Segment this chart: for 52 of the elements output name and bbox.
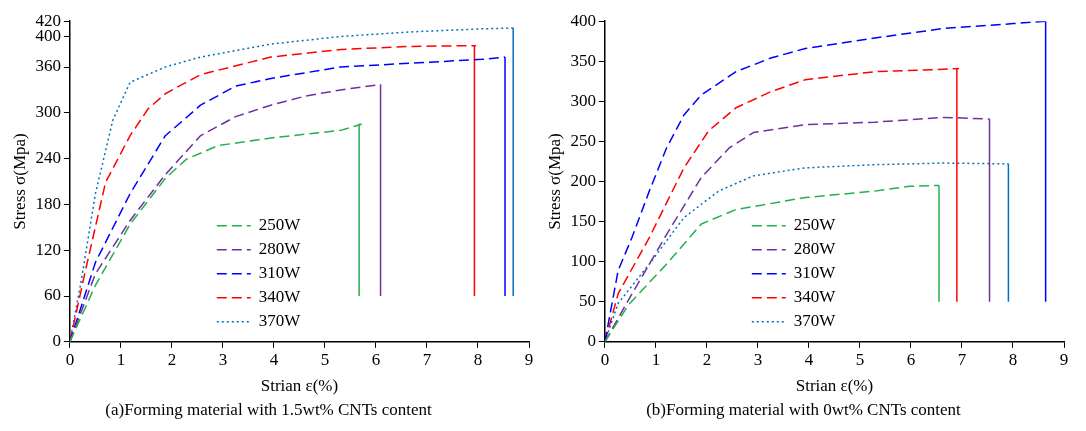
legend-label: 310W <box>793 263 837 283</box>
x-tick-label: 0 <box>65 350 75 370</box>
legend-label: 370W <box>793 311 837 331</box>
text: (b)Forming material with 0wt% CNTs content <box>646 400 962 420</box>
legend-label: 280W <box>258 239 302 259</box>
y-tick-label: 150 <box>570 211 596 231</box>
y-tick-label: 350 <box>570 50 596 70</box>
legend-label: 250W <box>258 215 302 235</box>
x-tick-label: 7 <box>422 350 432 370</box>
x-tick-label: 8 <box>1008 350 1018 370</box>
legend-label: 370W <box>258 311 302 331</box>
x-tick-label: 6 <box>371 350 381 370</box>
legend-label: 340W <box>258 287 302 307</box>
x-tick-label: 5 <box>855 350 865 370</box>
x-axis-title: Strian ε(%) <box>260 375 339 395</box>
x-tick-label: 5 <box>320 350 330 370</box>
x-tick-label: 9 <box>1059 350 1069 370</box>
x-tick-label: 4 <box>804 350 814 370</box>
x-tick-label: 2 <box>167 350 177 370</box>
x-tick-label: 2 <box>702 350 712 370</box>
x-tick-label: 6 <box>906 350 916 370</box>
x-tick-label: 9 <box>524 350 534 370</box>
y-tick-label: 400 <box>570 10 596 30</box>
y-tick-label: 360 <box>35 56 61 76</box>
y-tick-label: 300 <box>35 102 61 122</box>
legend-label: 310W <box>258 263 302 283</box>
x-tick-label: 1 <box>116 350 126 370</box>
y-tick-label: 300 <box>570 90 596 110</box>
x-tick-label: 3 <box>753 350 763 370</box>
x-tick-label: 8 <box>473 350 483 370</box>
x-tick-label: 1 <box>651 350 661 370</box>
x-axis-title: Strian ε(%) <box>795 375 874 395</box>
y-tick-label: 0 <box>587 331 596 351</box>
y-tick-label: 250 <box>570 130 596 150</box>
y-tick-label: 50 <box>578 291 596 311</box>
legend-label: 340W <box>793 287 837 307</box>
y-tick-label: 100 <box>570 251 596 271</box>
y-tick-label: 60 <box>43 285 61 305</box>
y-tick-label: 200 <box>570 170 596 190</box>
x-tick-label: 7 <box>957 350 967 370</box>
y-tick-label: 0 <box>52 331 61 351</box>
x-tick-label: 0 <box>600 350 610 370</box>
y-tick-label: 240 <box>35 148 61 168</box>
y-tick-label: 180 <box>35 193 61 213</box>
y-tick-label: 120 <box>35 239 61 259</box>
y-axis-title: Stress σ(Mpa) <box>9 133 29 230</box>
y-axis-title: Stress σ(Mpa) <box>544 133 564 230</box>
legend-label: 250W <box>793 215 837 235</box>
text: (a)Forming material with 1.5wt% CNTs content <box>105 400 432 420</box>
x-tick-label: 3 <box>218 350 228 370</box>
legend-label: 280W <box>793 239 837 259</box>
x-tick-label: 4 <box>269 350 279 370</box>
